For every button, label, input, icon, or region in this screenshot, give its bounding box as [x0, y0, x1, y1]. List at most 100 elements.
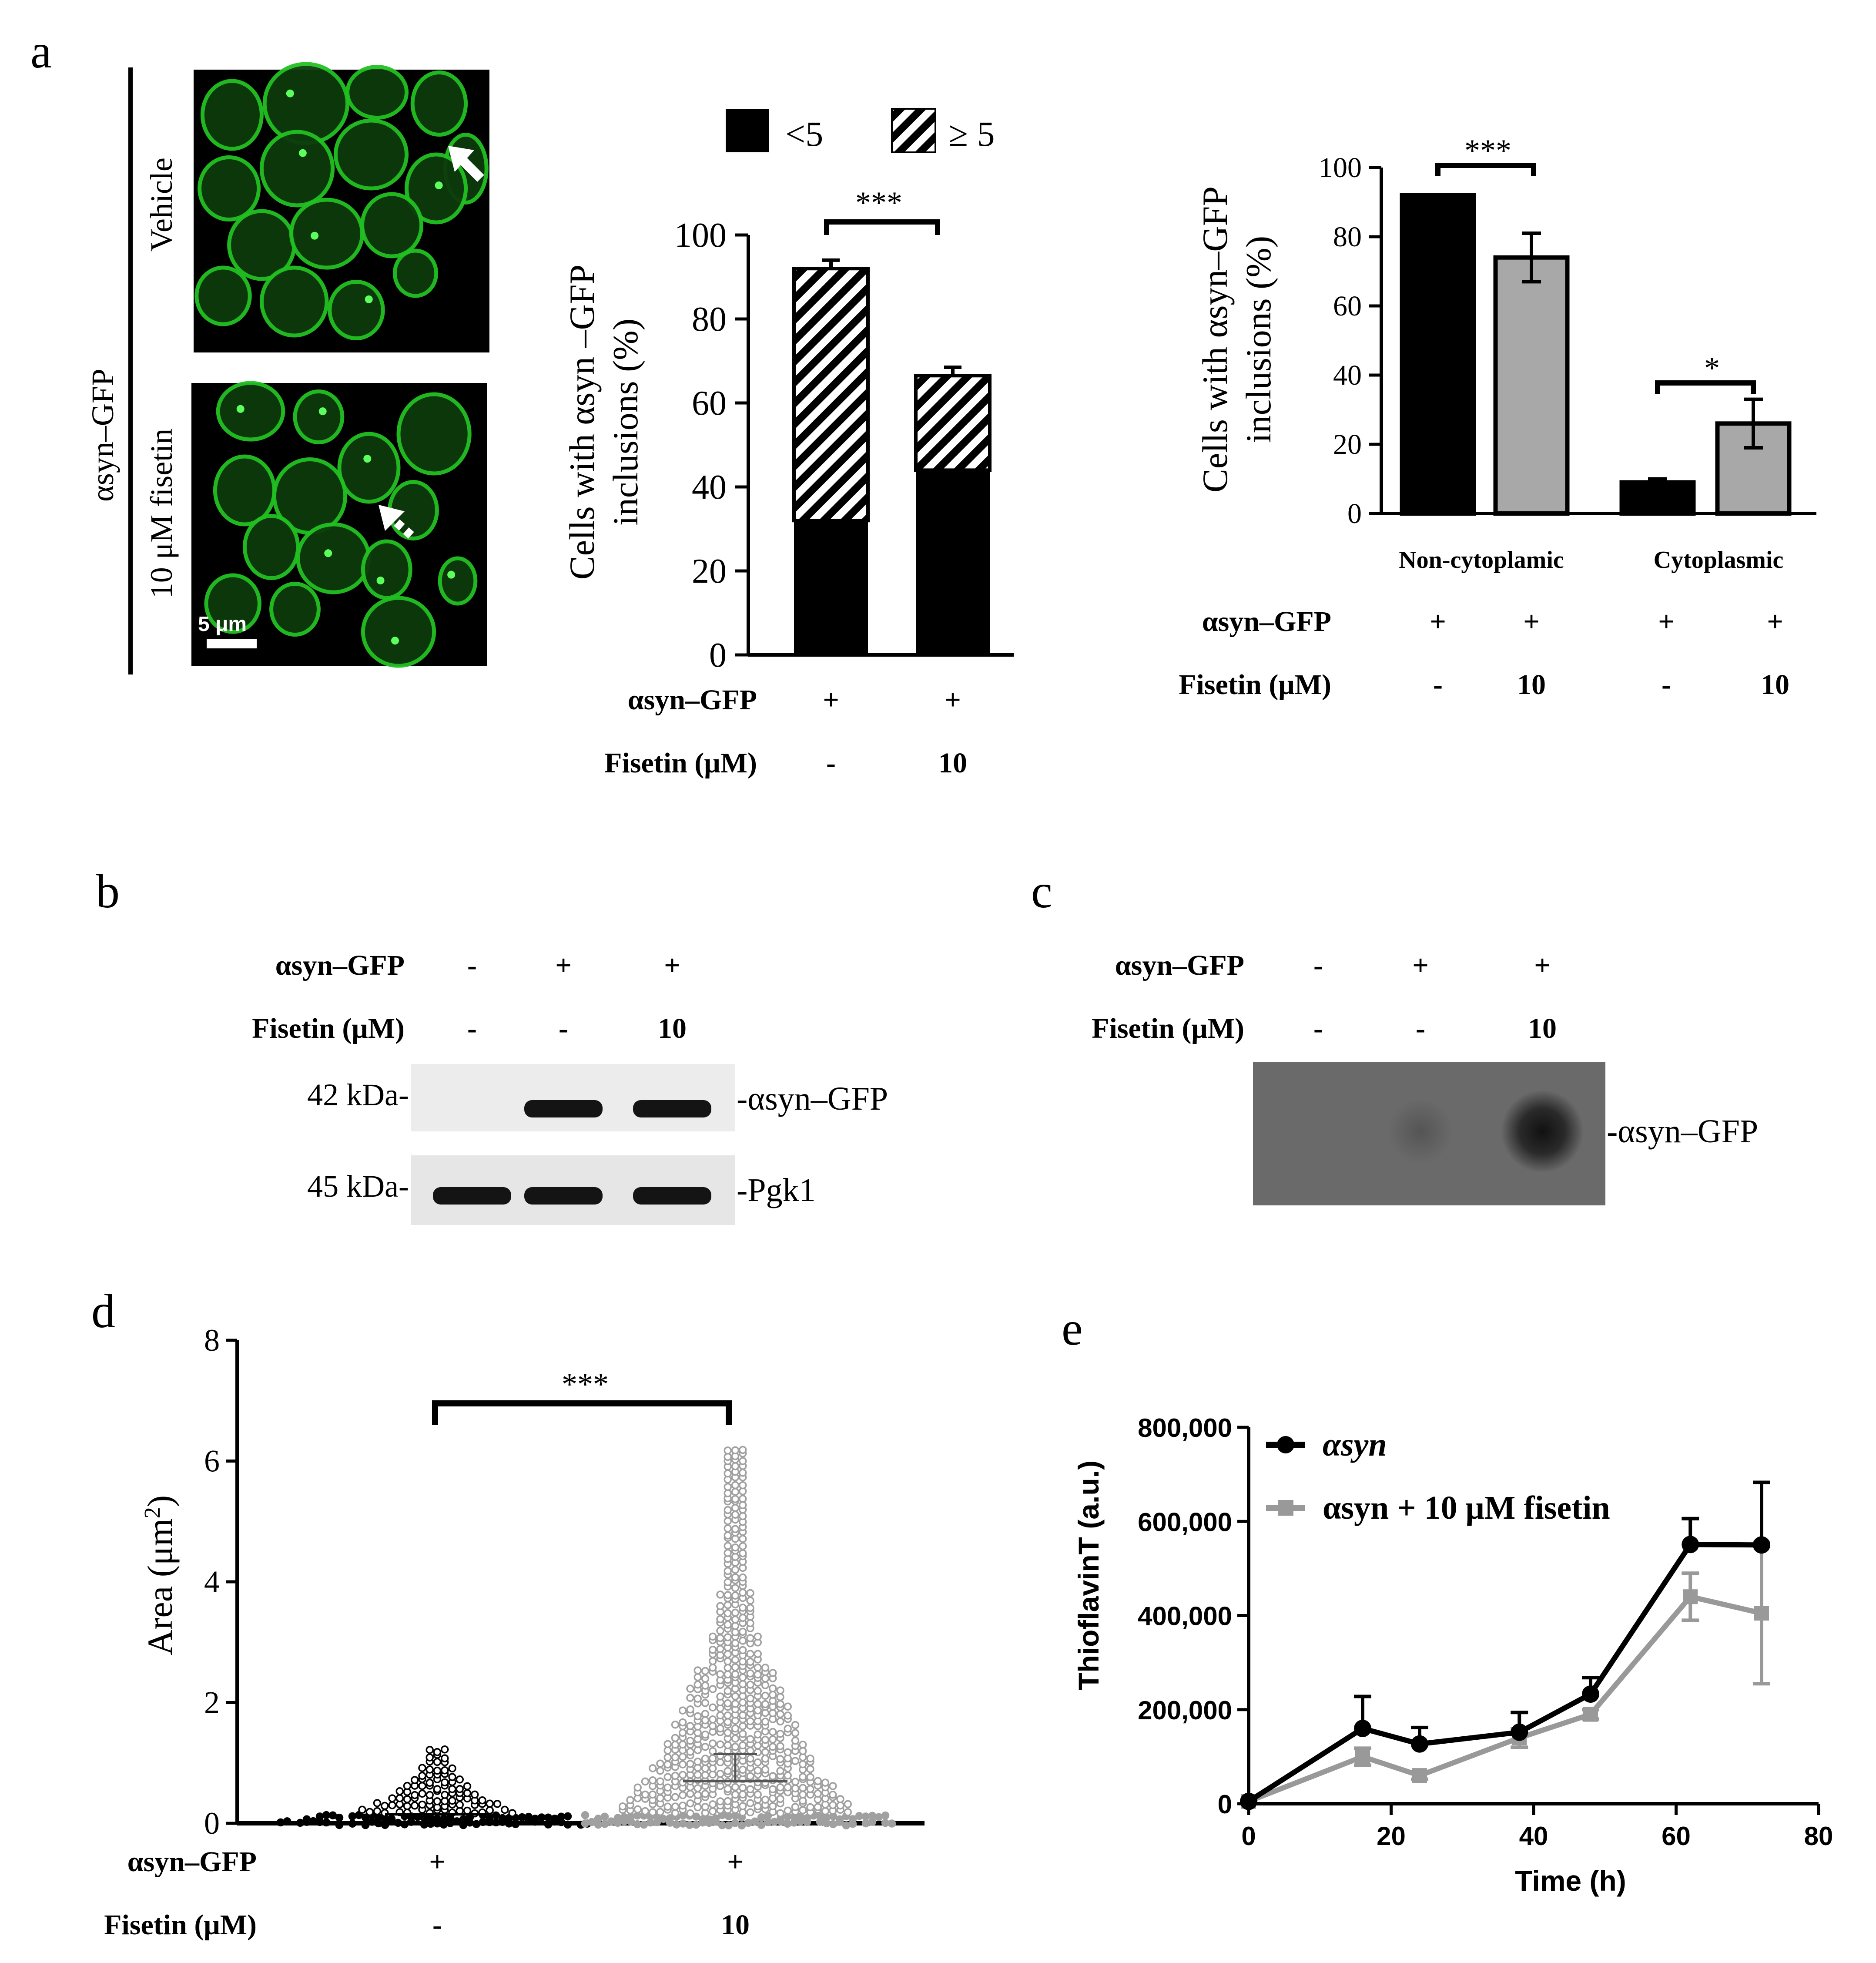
data-point	[724, 1699, 732, 1708]
y-axis-label: Area (μm2)	[140, 1495, 180, 1655]
cell	[259, 130, 335, 208]
data-point	[739, 1481, 747, 1490]
data-point	[724, 1650, 732, 1658]
data-point	[724, 1711, 732, 1720]
data-point	[633, 1820, 642, 1829]
data-point	[791, 1736, 800, 1745]
data-point	[388, 1794, 396, 1802]
data-point	[348, 1812, 357, 1821]
condition-label: Fisetin (μM)	[252, 1013, 405, 1044]
data-point	[663, 1746, 672, 1755]
cell	[361, 596, 436, 668]
data-point	[731, 1670, 740, 1678]
data-point	[709, 1685, 717, 1693]
panel-letter-c: c	[1031, 865, 1052, 918]
condition-value: +	[823, 684, 839, 716]
data-point	[709, 1664, 717, 1672]
data-point	[791, 1721, 800, 1729]
data-point	[724, 1567, 732, 1575]
data-point	[757, 1821, 766, 1829]
data-point	[814, 1789, 822, 1798]
data-point	[731, 1510, 740, 1519]
data-point	[1411, 1735, 1428, 1753]
data-point	[679, 1706, 687, 1715]
panel-c-dot-blot: -αsyn–GFP αsyn–GFP - + + Fisetin (μM) - - 10	[1092, 950, 1758, 1205]
blot-strip-asyn	[411, 1064, 735, 1131]
data-point	[420, 1820, 429, 1829]
panel-letter-d: d	[91, 1285, 115, 1338]
data-point	[649, 1776, 657, 1785]
data-point	[716, 1627, 724, 1635]
data-point	[784, 1711, 792, 1720]
data-point	[829, 1801, 837, 1809]
y-tick-label: 0	[1218, 1790, 1232, 1819]
data-point	[663, 1783, 672, 1792]
condition-value: -	[1433, 669, 1443, 701]
data-point	[746, 1650, 754, 1658]
data-point	[724, 1687, 732, 1695]
significance-label: ***	[855, 185, 902, 220]
data-point	[739, 1501, 747, 1510]
data-point	[724, 1469, 732, 1478]
data-point	[739, 1446, 747, 1454]
data-point	[731, 1495, 740, 1503]
data-point	[358, 1805, 366, 1814]
data-point	[861, 1812, 870, 1821]
cell	[296, 522, 371, 594]
data-point	[395, 1794, 404, 1802]
data-point	[716, 1758, 724, 1767]
data-point	[776, 1730, 784, 1738]
data-point	[746, 1619, 754, 1627]
significance-bracket	[432, 1400, 732, 1425]
data-point	[757, 1813, 766, 1822]
data-point	[693, 1673, 702, 1681]
data-point	[373, 1807, 382, 1815]
data-point	[1412, 1768, 1427, 1783]
data-point	[441, 1745, 449, 1754]
data-point	[679, 1728, 687, 1737]
data-point	[842, 1821, 851, 1830]
legend-swatch-hatched	[891, 108, 936, 153]
data-point	[709, 1632, 717, 1641]
data-point	[394, 1819, 402, 1827]
data-point	[1683, 1589, 1698, 1604]
data-point	[649, 1808, 657, 1816]
data-point	[724, 1446, 732, 1455]
data-point	[731, 1656, 740, 1664]
data-point	[686, 1809, 694, 1818]
data-point	[709, 1807, 717, 1815]
data-point	[731, 1446, 740, 1455]
data-point	[739, 1783, 747, 1792]
data-point	[1582, 1685, 1599, 1703]
legend-swatch-solid	[726, 109, 769, 152]
data-point	[709, 1715, 717, 1724]
series-line	[1247, 1542, 1762, 1804]
data-point	[411, 1791, 419, 1799]
x-tick-label: 60	[1662, 1822, 1691, 1851]
data-point	[769, 1691, 777, 1699]
data-point	[276, 1818, 285, 1827]
cell	[216, 381, 285, 442]
data-point	[724, 1657, 732, 1666]
data-point	[433, 1748, 442, 1756]
cell	[259, 265, 329, 338]
bar-segment-below5	[794, 520, 868, 655]
data-point	[663, 1753, 672, 1762]
data-point	[776, 1717, 784, 1726]
data-point	[716, 1591, 724, 1599]
data-point	[806, 1773, 814, 1782]
data-point	[739, 1469, 747, 1477]
data-point	[724, 1549, 732, 1557]
data-point	[403, 1795, 412, 1803]
y-tick-label: 8	[204, 1323, 220, 1358]
data-point	[433, 1758, 442, 1766]
data-point	[746, 1634, 754, 1642]
data-point	[656, 1777, 664, 1785]
inclusion	[318, 407, 327, 416]
data-point	[368, 1818, 376, 1826]
data-point	[701, 1681, 710, 1690]
data-point	[724, 1670, 732, 1679]
data-point	[731, 1790, 740, 1799]
data-point	[739, 1730, 747, 1738]
data-point	[724, 1785, 732, 1793]
